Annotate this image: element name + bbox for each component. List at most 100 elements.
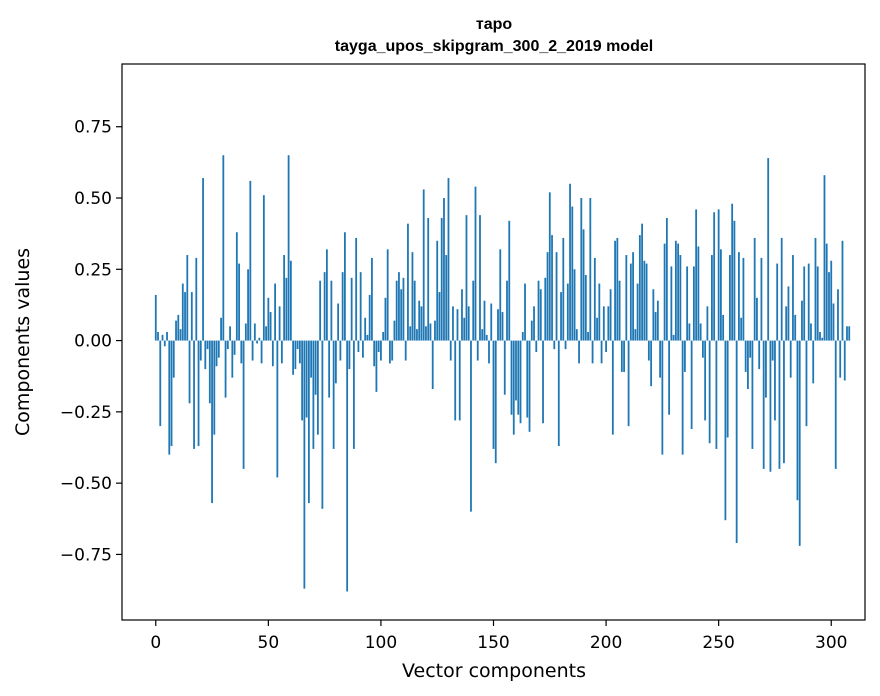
bar-65 <box>301 340 304 421</box>
bar-193 <box>589 198 592 341</box>
bar-32 <box>226 340 229 350</box>
bar-209 <box>625 255 628 341</box>
bar-251 <box>720 249 722 341</box>
bar-265 <box>751 340 754 449</box>
bar-120 <box>425 326 427 341</box>
bar-250 <box>717 209 720 341</box>
y-tick-label: 0.25 <box>74 260 112 280</box>
bar-263 <box>747 340 749 390</box>
bar-104 <box>389 340 391 364</box>
bar-100 <box>380 340 382 361</box>
bar-217 <box>643 260 646 341</box>
bar-0 <box>154 294 157 341</box>
bar-116 <box>416 329 418 341</box>
bar-25 <box>211 340 213 504</box>
bar-231 <box>674 240 677 341</box>
bar-211 <box>629 263 632 341</box>
bar-135 <box>458 340 461 421</box>
bar-48 <box>262 195 265 341</box>
bar-139 <box>467 306 470 341</box>
bar-220 <box>650 340 653 387</box>
bar-2 <box>159 340 162 427</box>
bar-219 <box>647 340 650 361</box>
bar-171 <box>539 289 542 341</box>
bar-84 <box>344 232 346 341</box>
bar-34 <box>231 340 234 378</box>
bar-213 <box>634 329 637 341</box>
bar-159 <box>512 340 515 435</box>
bar-109 <box>400 289 403 341</box>
bar-123 <box>431 340 434 390</box>
bar-4 <box>163 340 166 347</box>
bar-56 <box>280 340 283 364</box>
x-tick-label: 0 <box>150 633 161 653</box>
x-tick-label: 300 <box>815 633 847 653</box>
bar-121 <box>427 217 430 341</box>
bar-61 <box>292 340 295 375</box>
bar-246 <box>708 340 711 444</box>
bar-46 <box>258 337 261 341</box>
bar-214 <box>636 283 639 341</box>
bar-245 <box>706 306 709 341</box>
bar-59 <box>287 155 290 341</box>
x-tick-label: 100 <box>365 633 397 653</box>
bar-274 <box>771 340 774 361</box>
bar-114 <box>411 252 414 341</box>
bar-81 <box>337 303 340 341</box>
bar-294 <box>816 266 819 341</box>
bar-186 <box>573 269 576 341</box>
bar-271 <box>765 340 767 398</box>
bar-70 <box>312 340 315 449</box>
bar-13 <box>184 292 186 341</box>
bar-270 <box>762 340 765 469</box>
bar-22 <box>204 340 207 370</box>
bar-147 <box>485 334 488 341</box>
y-tick-label: −0.50 <box>60 474 112 494</box>
bar-221 <box>652 289 655 341</box>
bar-164 <box>524 283 526 341</box>
bar-299 <box>828 272 830 341</box>
bar-20 <box>199 340 202 361</box>
bar-276 <box>776 263 779 341</box>
y-tick-label: 0.00 <box>74 332 112 352</box>
bar-143 <box>476 340 479 361</box>
bar-243 <box>701 340 704 358</box>
bar-64 <box>298 340 301 364</box>
bar-8 <box>172 340 175 378</box>
bar-179 <box>557 340 560 447</box>
bar-111 <box>404 340 407 361</box>
bar-244 <box>704 340 707 421</box>
bar-149 <box>490 303 493 341</box>
bar-118 <box>420 306 423 341</box>
bar-183 <box>566 283 569 341</box>
bar-67 <box>305 340 308 418</box>
bar-43 <box>251 340 254 361</box>
bar-172 <box>542 340 544 424</box>
bar-308 <box>848 326 851 341</box>
bar-115 <box>413 280 416 341</box>
bar-176 <box>551 235 553 341</box>
bar-291 <box>810 323 812 341</box>
y-tick-label: −0.25 <box>60 403 112 423</box>
bar-27 <box>215 340 218 367</box>
bar-249 <box>715 340 718 449</box>
bar-145 <box>481 329 484 341</box>
bar-144 <box>479 215 481 341</box>
chart-subtitle: tayga_upos_skipgram_300_2_2019 model <box>335 38 653 55</box>
bar-204 <box>614 240 616 341</box>
bar-303 <box>837 289 839 341</box>
bar-300 <box>830 260 833 341</box>
bar-152 <box>497 309 499 341</box>
x-axis: 0 50 100 150 200 250 300 <box>150 620 847 653</box>
bar-198 <box>600 340 603 364</box>
bar-80 <box>334 340 337 384</box>
bar-207 <box>620 340 623 372</box>
bar-40 <box>244 323 247 341</box>
bar-75 <box>323 272 326 341</box>
bar-240 <box>695 209 698 341</box>
bar-157 <box>508 220 511 341</box>
bar-197 <box>598 283 601 341</box>
bar-222 <box>654 312 657 341</box>
bar-196 <box>596 317 598 341</box>
bar-97 <box>373 340 376 367</box>
